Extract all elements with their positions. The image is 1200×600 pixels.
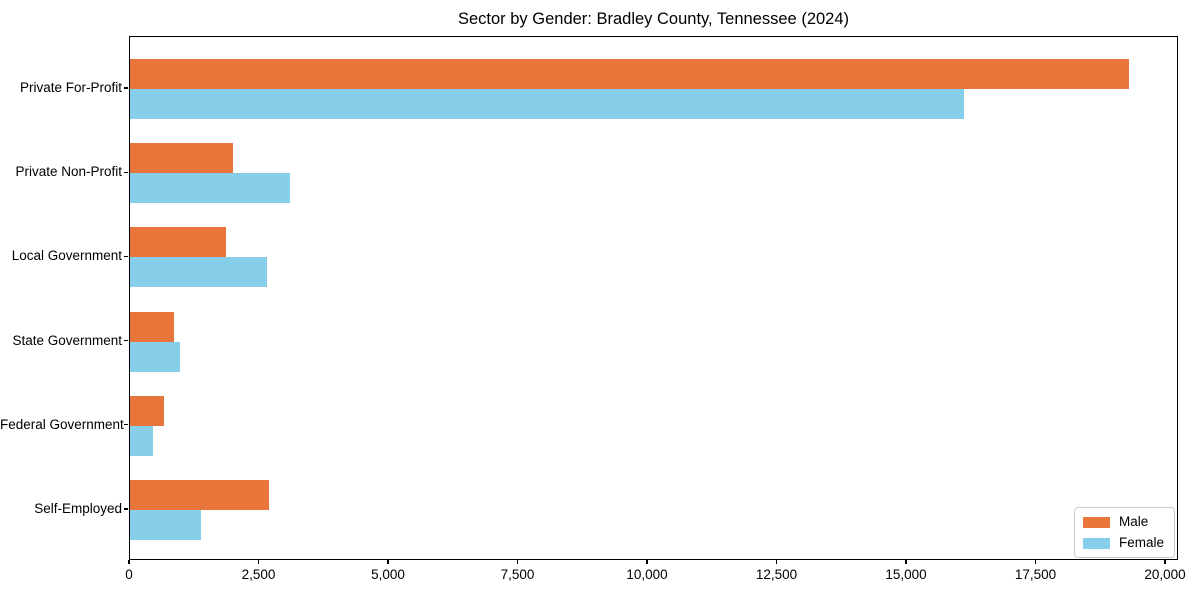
bar-female-private-non-profit bbox=[130, 173, 290, 204]
x-tick-label-15-000: 15,000 bbox=[885, 567, 927, 582]
bar-male-local-government bbox=[130, 227, 226, 258]
x-tick-label-12-500: 12,500 bbox=[755, 567, 798, 582]
bar-female-state-government bbox=[130, 341, 180, 372]
legend-label-male: Male bbox=[1118, 514, 1149, 529]
bar-male-self-employed bbox=[130, 480, 269, 510]
x-axis-tick bbox=[128, 560, 130, 564]
y-category-label-private-for-profit: Private For-Profit bbox=[19, 80, 122, 95]
x-tick-label-0: 0 bbox=[125, 567, 133, 582]
y-category-label-state-government: State Government bbox=[12, 332, 122, 348]
x-tick-label-7-500: 7,500 bbox=[500, 567, 535, 582]
bar-female-federal-government bbox=[130, 425, 153, 456]
legend-swatch-male bbox=[1082, 516, 1110, 528]
x-axis-tick bbox=[516, 560, 519, 564]
plot-area bbox=[129, 36, 1178, 560]
y-axis-tick bbox=[124, 508, 128, 510]
x-axis-tick bbox=[257, 560, 260, 564]
x-axis-tick bbox=[646, 560, 648, 564]
y-axis-tick bbox=[124, 339, 128, 342]
chart-title: Sector by Gender: Bradley County, Tennes… bbox=[457, 10, 850, 28]
y-axis-tick bbox=[124, 255, 128, 258]
y-category-label-local-government: Local Government bbox=[11, 248, 122, 264]
x-axis-tick bbox=[1034, 560, 1037, 564]
legend: Male Female bbox=[1073, 507, 1175, 558]
bar-male-private-for-profit bbox=[130, 59, 1129, 89]
legend-item-female: Female bbox=[1082, 535, 1164, 551]
y-axis-tick bbox=[124, 171, 128, 173]
x-axis-tick bbox=[905, 560, 907, 564]
legend-label-female: Female bbox=[1118, 535, 1164, 550]
x-axis-tick bbox=[775, 560, 778, 564]
bar-male-private-non-profit bbox=[130, 143, 233, 174]
bar-male-federal-government bbox=[130, 395, 164, 426]
x-tick-label-17-500: 17,500 bbox=[1014, 567, 1057, 582]
x-tick-label-5-000: 5,000 bbox=[371, 567, 405, 582]
y-category-label-self-employed: Self-Employed bbox=[34, 501, 122, 516]
x-axis-tick bbox=[387, 560, 389, 564]
x-tick-label-20-000: 20,000 bbox=[1144, 567, 1186, 582]
bar-female-private-for-profit bbox=[130, 89, 964, 119]
legend-swatch-female bbox=[1082, 537, 1110, 549]
x-tick-label-10-000: 10,000 bbox=[626, 567, 668, 582]
y-category-label-federal-government: Federal Government bbox=[0, 416, 124, 432]
y-category-label-private-non-profit: Private Non-Profit bbox=[15, 164, 122, 180]
bar-female-local-government bbox=[130, 257, 267, 288]
bar-female-self-employed bbox=[130, 510, 201, 540]
bar-male-state-government bbox=[130, 311, 174, 342]
legend-item-male: Male bbox=[1082, 514, 1164, 530]
x-tick-label-2-500: 2,500 bbox=[241, 567, 276, 582]
x-axis-tick bbox=[1164, 560, 1166, 564]
y-axis-tick bbox=[124, 424, 128, 426]
y-axis-tick bbox=[124, 87, 128, 89]
